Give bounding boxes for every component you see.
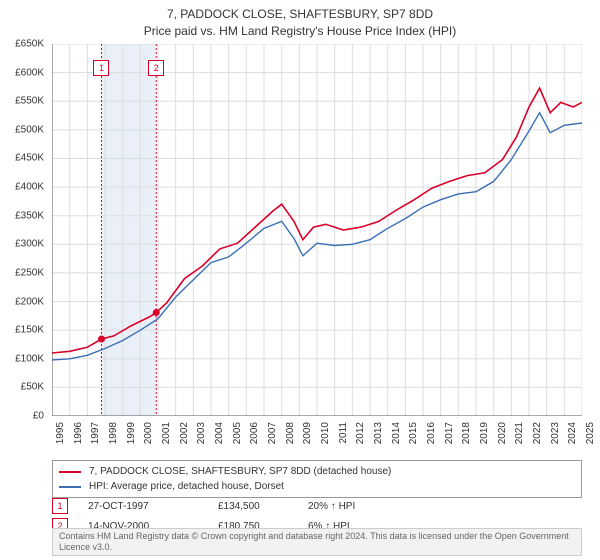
legend-row-0: 7, PADDOCK CLOSE, SHAFTESBURY, SP7 8DD (… [59, 464, 575, 479]
x-tick-label: 2001 [161, 422, 172, 444]
y-tick-label: £100K [15, 353, 44, 364]
x-tick-label: 2014 [391, 422, 402, 444]
x-tick-label: 2000 [143, 422, 154, 444]
transaction-row-0: 1 27-OCT-1997 £134,500 20% ↑ HPI [52, 498, 582, 514]
legend-label-0: 7, PADDOCK CLOSE, SHAFTESBURY, SP7 8DD (… [89, 464, 391, 479]
legend-label-1: HPI: Average price, detached house, Dors… [89, 479, 284, 494]
y-axis-labels: £0£50K£100K£150K£200K£250K£300K£350K£400… [0, 44, 48, 416]
x-tick-label: 2023 [550, 422, 561, 444]
x-tick-label: 2022 [532, 422, 543, 444]
x-tick-label: 2002 [179, 422, 190, 444]
x-axis-labels: 1995 1996 1997 1998 1999 2000 2001 2002 2003 2004… [52, 418, 582, 458]
x-tick-label: 2003 [196, 422, 207, 444]
x-tick-label: 2021 [514, 422, 525, 444]
x-tick-label: 2020 [497, 422, 508, 444]
title-line-1: 7, PADDOCK CLOSE, SHAFTESBURY, SP7 8DD [0, 6, 600, 23]
y-tick-label: £600K [15, 67, 44, 78]
x-tick-label: 2019 [479, 422, 490, 444]
x-tick-label: 2004 [214, 422, 225, 444]
chart-container: 7, PADDOCK CLOSE, SHAFTESBURY, SP7 8DD P… [0, 0, 600, 560]
x-tick-label: 2016 [426, 422, 437, 444]
x-tick-label: 2006 [249, 422, 260, 444]
plot-svg [52, 44, 582, 416]
y-tick-label: £50K [21, 382, 44, 393]
x-tick-label: 2012 [355, 422, 366, 444]
x-tick-label: 2010 [320, 422, 331, 444]
legend-row-1: HPI: Average price, detached house, Dors… [59, 479, 575, 494]
x-tick-label: 1999 [126, 422, 137, 444]
title-block: 7, PADDOCK CLOSE, SHAFTESBURY, SP7 8DD P… [0, 0, 600, 40]
x-tick-label: 2017 [444, 422, 455, 444]
y-tick-label: £0 [33, 411, 44, 422]
x-tick-label: 2007 [267, 422, 278, 444]
footer-attribution: Contains HM Land Registry data © Crown c… [52, 528, 582, 556]
x-tick-label: 2024 [567, 422, 578, 444]
title-line-2: Price paid vs. HM Land Registry's House … [0, 23, 600, 40]
y-tick-label: £150K [15, 325, 44, 336]
x-tick-label: 1995 [55, 422, 66, 444]
x-tick-label: 2013 [373, 422, 384, 444]
y-tick-label: £250K [15, 267, 44, 278]
x-tick-label: 1997 [90, 422, 101, 444]
y-tick-label: £550K [15, 96, 44, 107]
y-tick-label: £200K [15, 296, 44, 307]
legend-swatch-1 [59, 486, 81, 488]
x-tick-label: 2009 [302, 422, 313, 444]
x-tick-label: 2018 [461, 422, 472, 444]
x-tick-label: 1996 [73, 422, 84, 444]
y-tick-label: £300K [15, 239, 44, 250]
x-tick-label: 2025 [585, 422, 596, 444]
transaction-price-0: £134,500 [218, 501, 308, 512]
y-tick-label: £650K [15, 39, 44, 50]
chart-marker-badge-2: 2 [148, 60, 164, 76]
x-tick-label: 2015 [408, 422, 419, 444]
transaction-badge-0: 1 [52, 498, 68, 514]
legend-swatch-0 [59, 471, 81, 473]
y-tick-label: £400K [15, 182, 44, 193]
transaction-date-0: 27-OCT-1997 [88, 501, 218, 512]
y-tick-label: £350K [15, 210, 44, 221]
y-tick-label: £450K [15, 153, 44, 164]
transaction-delta-0: 20% ↑ HPI [308, 501, 398, 512]
y-tick-label: £500K [15, 124, 44, 135]
x-tick-label: 1998 [108, 422, 119, 444]
x-tick-label: 2011 [338, 422, 349, 444]
legend: 7, PADDOCK CLOSE, SHAFTESBURY, SP7 8DD (… [52, 460, 582, 498]
x-tick-label: 2008 [285, 422, 296, 444]
plot-area: 12 [52, 44, 582, 416]
x-tick-label: 2005 [232, 422, 243, 444]
chart-marker-badge-1: 1 [93, 60, 109, 76]
